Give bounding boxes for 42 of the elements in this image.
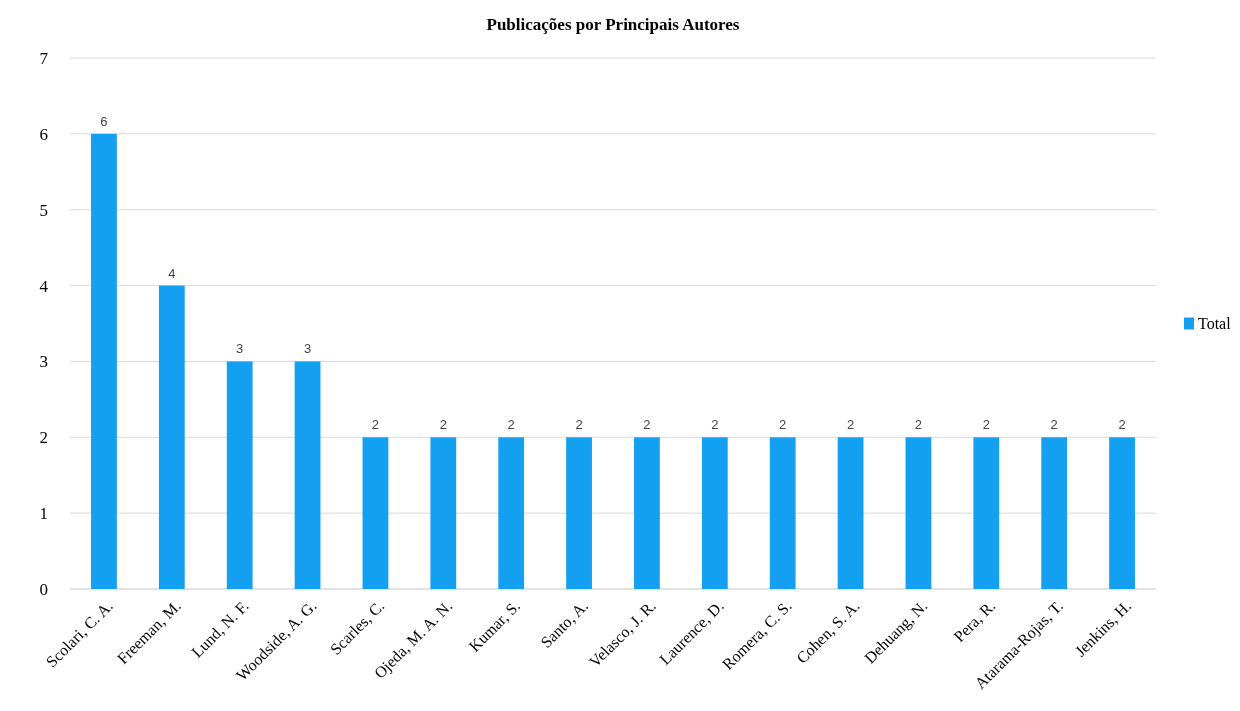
data-label: 2 [1050, 417, 1058, 433]
bar [1041, 437, 1068, 589]
bar [498, 437, 525, 589]
bar [566, 437, 592, 589]
y-tick-label: 5 [39, 200, 48, 220]
data-label: 2 [914, 417, 923, 433]
y-tick-label: 2 [39, 428, 48, 448]
y-tick-label: 6 [39, 124, 48, 144]
data-label: 3 [303, 341, 312, 357]
data-label: 2 [779, 417, 787, 433]
bar [837, 437, 864, 589]
chart-title: Publicações por Principais Autores [486, 15, 740, 34]
bar [226, 361, 253, 589]
bar [701, 437, 728, 589]
bar [634, 437, 660, 589]
data-label: 4 [168, 265, 176, 281]
data-label: 6 [100, 113, 108, 129]
bar [905, 437, 932, 589]
bar [294, 361, 321, 589]
y-tick-label: 0 [39, 579, 48, 599]
data-label: 2 [371, 417, 380, 433]
data-label: 2 [439, 417, 447, 433]
y-tick-label: 3 [39, 352, 48, 372]
data-label: 2 [575, 417, 583, 433]
legend-label: Total [1198, 315, 1232, 333]
bar [158, 285, 185, 589]
data-label: 2 [846, 417, 855, 433]
bar [430, 437, 457, 589]
y-tick-label: 4 [39, 276, 49, 296]
bar [769, 437, 796, 589]
bar [973, 437, 1000, 589]
bar [91, 133, 117, 589]
data-label: 2 [643, 417, 651, 433]
data-label: 2 [982, 417, 990, 433]
bar [1109, 437, 1135, 589]
data-label: 3 [236, 341, 244, 357]
bar [362, 437, 389, 589]
data-label: 2 [1118, 417, 1126, 433]
data-label: 2 [711, 417, 719, 433]
data-label: 2 [507, 417, 515, 433]
y-tick-label: 7 [39, 48, 49, 68]
y-tick-label: 1 [39, 504, 48, 524]
